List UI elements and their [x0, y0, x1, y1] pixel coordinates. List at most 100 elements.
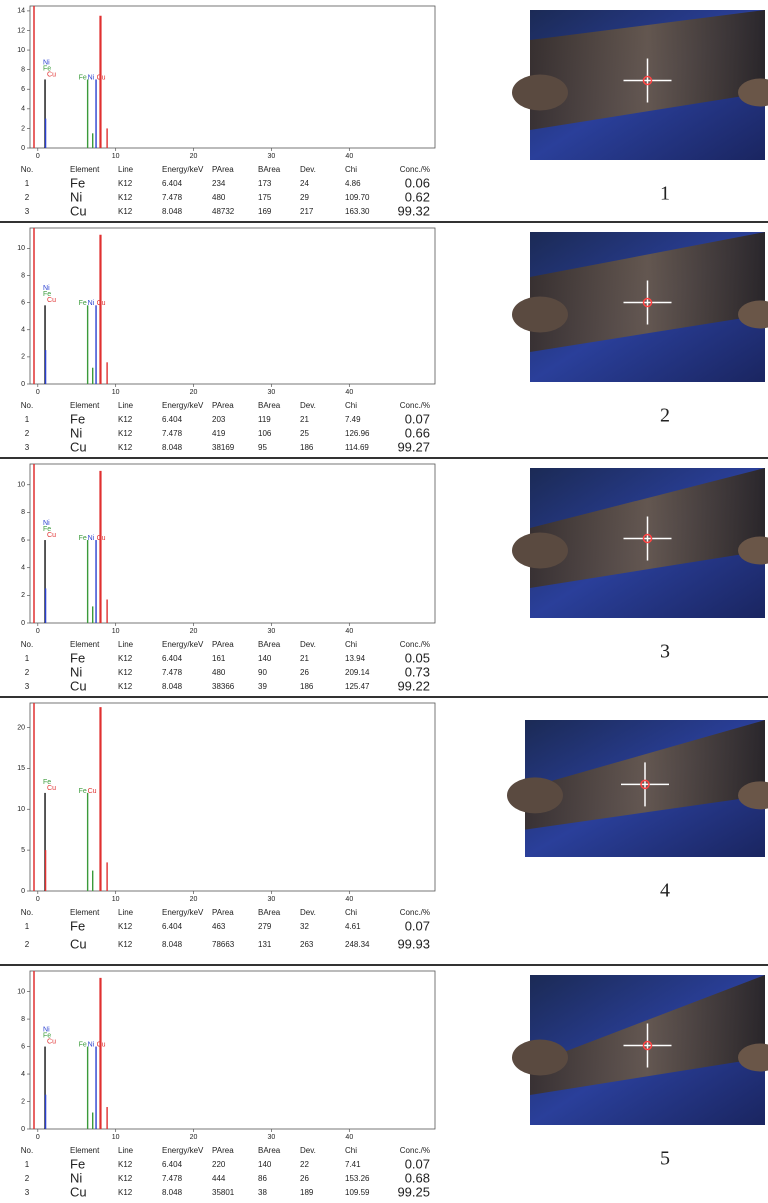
- table-cell: K12: [118, 654, 133, 663]
- y-tick-label: 12: [17, 27, 25, 34]
- x-tick-label: 0: [36, 896, 40, 903]
- table-cell: 186: [300, 443, 314, 452]
- table-cell: 1: [25, 654, 30, 663]
- table-cell: 163.30: [345, 207, 370, 216]
- table-header: PArea: [212, 401, 234, 410]
- table-cell: 169: [258, 207, 272, 216]
- table-cell: Fe: [70, 175, 85, 190]
- table-header: Energy/keV: [162, 1146, 204, 1155]
- table-cell: 8.048: [162, 682, 183, 691]
- table-cell: 7.478: [162, 193, 183, 202]
- y-tick-label: 4: [21, 565, 25, 572]
- table-header: Chi: [345, 640, 357, 649]
- sample-photo: [512, 10, 768, 160]
- table-cell: 22: [300, 1160, 309, 1169]
- peak-label: Cu: [97, 74, 106, 81]
- table-header: No.: [21, 165, 33, 174]
- y-tick-label: 15: [17, 765, 25, 772]
- table-cell: 234: [212, 179, 226, 188]
- table-header: No.: [21, 640, 33, 649]
- probe-right: [738, 78, 768, 107]
- y-tick-label: 5: [21, 847, 25, 854]
- table-cell: 463: [212, 922, 226, 931]
- table-cell: 99.32: [397, 203, 430, 218]
- table-cell: 4.86: [345, 179, 361, 188]
- peak-label: Ni: [88, 300, 95, 307]
- table-cell: 161: [212, 654, 226, 663]
- table-header: PArea: [212, 1146, 234, 1155]
- x-tick-label: 0: [36, 153, 40, 160]
- x-tick-label: 0: [36, 628, 40, 635]
- x-tick-label: 20: [190, 1134, 198, 1141]
- table-cell: 220: [212, 1160, 226, 1169]
- table-header: No.: [21, 1146, 33, 1155]
- peak-label: Fe: [79, 1041, 87, 1048]
- peak-label: Fe: [43, 291, 51, 298]
- table-cell: K12: [118, 429, 133, 438]
- table-cell: 26: [300, 668, 309, 677]
- table-header: Energy/keV: [162, 640, 204, 649]
- table-header: Energy/keV: [162, 165, 204, 174]
- table-header: Line: [118, 1146, 134, 1155]
- peak-label: Fe: [79, 300, 87, 307]
- x-tick-label: 0: [36, 1134, 40, 1141]
- y-tick-label: 2: [21, 125, 25, 132]
- probe-left: [512, 296, 568, 333]
- table-cell: 209.14: [345, 668, 370, 677]
- probe-left: [512, 74, 568, 111]
- y-tick-label: 4: [21, 327, 25, 334]
- table-cell: Fe: [70, 1156, 85, 1171]
- y-tick-label: 6: [21, 1043, 25, 1050]
- peak-label: Ni: [88, 535, 95, 542]
- table-cell: 217: [300, 207, 314, 216]
- table-cell: 480: [212, 193, 226, 202]
- x-tick-label: 40: [345, 1134, 353, 1141]
- peak-label: Fe: [43, 526, 51, 533]
- table-header: Element: [70, 908, 100, 917]
- peak-label: Cu: [47, 297, 56, 304]
- table-cell: 2: [25, 1174, 30, 1183]
- spot: [642, 297, 653, 308]
- table-cell: 2: [25, 668, 30, 677]
- table-cell: 21: [300, 654, 309, 663]
- table-header: Chi: [345, 908, 357, 917]
- plot-frame: [29, 702, 436, 892]
- data-table: No. Element Line Energy/keV PArea BArea Dev. Ch…: [21, 165, 430, 218]
- probe-right: [738, 300, 768, 329]
- table-header: Chi: [345, 165, 357, 174]
- table-cell: 32: [300, 922, 309, 931]
- table-header: Element: [70, 1146, 100, 1155]
- x-tick-label: 10: [112, 1134, 120, 1141]
- table-cell: K12: [118, 193, 133, 202]
- table-header: PArea: [212, 908, 234, 917]
- table-header: Conc./%: [400, 1146, 430, 1155]
- table-cell: 3: [25, 207, 30, 216]
- table-header: Line: [118, 908, 134, 917]
- table-cell: 29: [300, 193, 309, 202]
- table-cell: K12: [118, 415, 133, 424]
- peak-label: Ni: [88, 74, 95, 81]
- plot-frame: [29, 227, 436, 385]
- table-cell: 1: [25, 179, 30, 188]
- table-header: Element: [70, 640, 100, 649]
- table-cell: 6.404: [162, 415, 183, 424]
- table-cell: 114.69: [345, 443, 369, 452]
- x-tick-label: 40: [345, 896, 353, 903]
- table-cell: 279: [258, 922, 272, 931]
- table-cell: 126.96: [345, 429, 370, 438]
- table-cell: K12: [118, 1160, 133, 1169]
- probe-left: [512, 532, 568, 569]
- table-cell: Fe: [70, 411, 85, 426]
- peak-label: Cu: [47, 785, 56, 792]
- y-tick-label: 2: [21, 354, 25, 361]
- x-tick-label: 20: [190, 153, 198, 160]
- peak-label: Cu: [88, 788, 97, 795]
- table-cell: 140: [258, 654, 272, 663]
- x-tick-label: 20: [190, 389, 198, 396]
- table-cell: 24: [300, 179, 309, 188]
- sample-photo: [512, 975, 768, 1125]
